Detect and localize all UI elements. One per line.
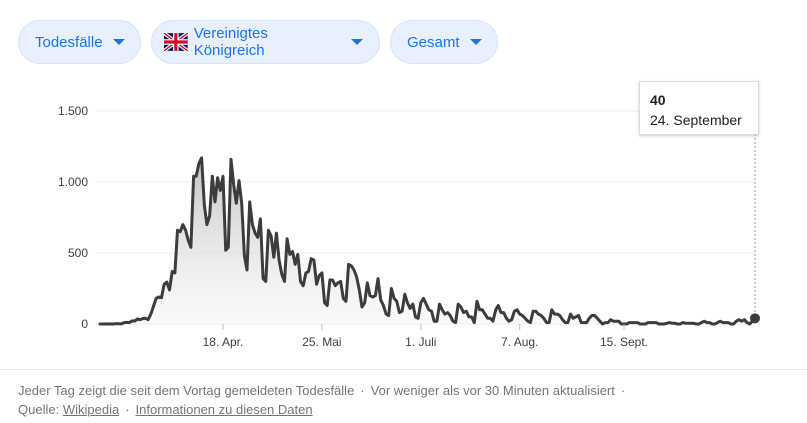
x-tick-label: 15. Sept.	[600, 335, 648, 349]
x-tick-label: 25. Mai	[302, 335, 341, 349]
footer-source-label: Quelle:	[18, 402, 60, 417]
deaths-chart[interactable]: 0 500 1.000 1.500 18. Apr. 25. Mai 1. Juli 7. A…	[0, 72, 807, 362]
chart-tooltip: 40 24. September	[639, 81, 759, 135]
metric-dropdown[interactable]: Todesfälle	[18, 20, 141, 64]
footer-separator: ·	[360, 383, 365, 398]
footer: Jeder Tag zeigt die seit dem Vortag geme…	[18, 381, 798, 419]
footer-separator: ·	[125, 402, 130, 417]
series-line	[98, 156, 757, 326]
tooltip-date: 24. September	[650, 112, 742, 128]
caret-down-icon	[351, 39, 363, 45]
scope-dropdown[interactable]: Gesamt	[390, 20, 498, 64]
chart-svg: 0 500 1.000 1.500 18. Apr. 25. Mai 1. Juli 7. A…	[58, 104, 760, 349]
y-tick-label: 1.500	[58, 104, 88, 118]
footer-updated: Vor weniger als vor 30 Minuten aktualisi…	[370, 383, 615, 398]
uk-flag-icon	[164, 33, 188, 51]
y-tick-label: 0	[81, 317, 88, 331]
caret-down-icon	[112, 39, 125, 45]
footer-description: Jeder Tag zeigt die seit dem Vortag geme…	[18, 383, 355, 398]
hover-point	[750, 313, 760, 324]
x-tick-label: 7. Aug.	[501, 335, 538, 349]
wikipedia-link[interactable]: Wikipedia	[62, 402, 120, 417]
data-info-link[interactable]: Informationen zu diesen Daten	[135, 402, 313, 417]
y-tick-label: 1.000	[58, 175, 88, 189]
scope-dropdown-label: Gesamt	[407, 33, 460, 51]
series-area	[100, 157, 755, 324]
metric-dropdown-label: Todesfälle	[35, 33, 103, 51]
region-dropdown-label: Vereinigtes Königreich	[193, 25, 268, 59]
footer-divider	[0, 369, 807, 370]
caret-down-icon	[469, 39, 482, 45]
x-tick-label: 18. Apr.	[203, 335, 244, 349]
y-tick-label: 500	[68, 246, 88, 260]
footer-separator: ·	[620, 383, 626, 398]
x-tick-label: 1. Juli	[405, 335, 436, 349]
region-dropdown[interactable]: Vereinigtes Königreich	[151, 20, 380, 64]
tooltip-value: 40	[650, 92, 666, 108]
